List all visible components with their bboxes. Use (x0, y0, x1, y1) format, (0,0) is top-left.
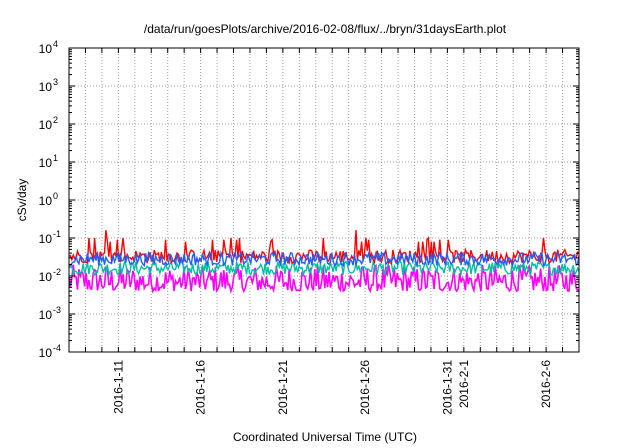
series-line (68, 260, 580, 278)
x-tick-label: 2016-1-21 (276, 360, 290, 415)
x-tick-label: 2016-1-11 (111, 360, 125, 414)
y-tick-label: 101 (39, 153, 58, 170)
x-axis-label: Coordinated Universal Time (UTC) (233, 430, 417, 444)
y-tick-label: 100 (39, 191, 58, 208)
y-tick-label: 103 (39, 77, 58, 94)
x-tick-label: 2016-1-31 (440, 360, 454, 415)
x-tick-label: 2016-2-1 (457, 360, 471, 408)
y-axis-label: cSv/day (15, 179, 29, 222)
series-layer (68, 230, 580, 295)
y-ticks: 10-4 10-3 10-2 10-1 100 101 102 103 104 (39, 39, 579, 360)
x-tick-label: 2016-1-26 (358, 360, 372, 415)
y-tick-label: 10-4 (39, 343, 61, 360)
chart-title: /data/run/goesPlots/archive/2016-02-08/f… (144, 22, 507, 36)
x-tick-label: 2016-2-6 (539, 360, 553, 408)
y-tick-label: 102 (39, 115, 58, 132)
x-ticks: 2016-1-11 2016-1-16 2016-1-21 2016-1-26 2016… (68, 48, 580, 415)
grid (69, 48, 579, 352)
x-tick-label: 2016-1-16 (194, 360, 208, 415)
y-tick-label: 10-2 (39, 267, 61, 284)
y-tick-label: 104 (39, 39, 58, 56)
y-tick-label: 10-1 (39, 229, 61, 246)
series-line (68, 250, 580, 268)
series-line (68, 263, 580, 295)
y-tick-label: 10-3 (39, 305, 61, 322)
